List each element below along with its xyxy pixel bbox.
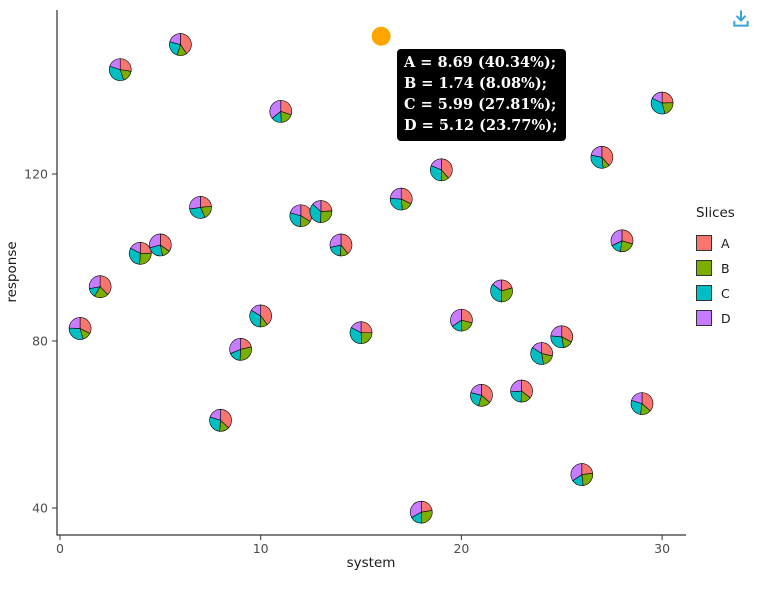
pie-slice-D[interactable] [651,91,663,104]
pie-slice-D[interactable] [470,383,482,396]
pie-slice-D[interactable] [209,409,221,421]
pie-slice-A[interactable] [481,383,493,403]
pie-slice-D[interactable] [550,325,563,338]
pie-slice-D[interactable] [610,229,623,246]
legend-label: C [721,285,730,301]
legend-item-D: D [696,310,735,326]
legend-label: D [721,310,731,326]
pie-slice-A[interactable] [521,379,533,399]
x-tick-label: 30 [654,541,670,556]
pie-slice-B[interactable] [420,510,433,524]
legend-label: A [721,235,730,251]
legend-label: B [721,260,730,276]
pie-slice-D[interactable] [109,58,121,71]
pie-slice-D[interactable] [350,321,362,334]
pie-slice-A[interactable] [200,196,212,208]
pie-slice-D[interactable] [130,242,141,254]
pie-slice-D[interactable] [532,342,542,355]
x-axis-title: system [347,555,396,571]
pie-slice-A[interactable] [260,304,272,326]
download-button[interactable] [728,6,754,32]
pie-slice-D[interactable] [389,187,402,200]
legend-item-C: C [696,285,735,301]
download-icon [733,10,749,27]
pie-slice-C[interactable] [490,283,502,303]
pie-slice-D[interactable] [409,500,422,518]
y-tick-label: 80 [32,334,48,349]
legend-title: Slices [696,205,735,221]
pie-slice-D[interactable] [149,233,161,249]
pie-slice-A[interactable] [661,91,674,104]
tooltip-line: A = 8.69 (40.34%); [404,54,557,71]
pie-slice-C[interactable] [389,197,403,211]
pie-slice-D[interactable] [570,463,583,482]
pie-slice-A[interactable] [441,158,453,179]
pie-slice-D[interactable] [631,392,643,405]
pie-slice-A[interactable] [320,200,333,212]
tooltip-line: D = 5.12 (23.77%); [404,117,558,135]
pie-slice-C[interactable] [510,390,522,403]
legend-item-A: A [696,235,735,251]
legend-item-B: B [696,260,735,276]
tooltip-line: B = 1.74 (8.08%); [404,75,548,93]
pie-slice-C[interactable] [530,347,544,365]
pie-slice-D[interactable] [590,145,603,158]
tooltip-line: C = 5.99 (27.81%); [404,96,557,114]
pie-slice-D[interactable] [269,100,282,119]
x-tick-label: 0 [56,541,64,556]
pie-slice-D[interactable] [289,204,302,217]
legend-swatch [696,235,712,251]
x-tick-label: 10 [253,541,269,556]
pie-slice-A[interactable] [641,392,654,412]
x-tick-label: 20 [453,541,469,556]
legend-swatch [696,260,712,276]
pie-slice-D[interactable] [430,158,442,171]
pie-slice-A[interactable] [79,317,92,334]
pie-slice-D[interactable] [189,196,201,210]
pie-slice-B[interactable] [581,472,594,486]
pie-slice-B[interactable] [360,332,373,344]
pie-slice-A[interactable] [119,58,132,72]
pie-slice-A[interactable] [601,145,614,167]
pie-slice-B[interactable] [320,210,333,223]
pie-slice-D[interactable] [510,379,522,393]
pie-slice-D[interactable] [450,308,462,327]
pie-slice-A[interactable] [220,409,232,429]
pie-slice-B[interactable] [239,346,252,361]
pie-slice-A[interactable] [360,321,373,334]
pie-slice-C[interactable] [650,97,666,115]
pie-slice-C[interactable] [309,203,322,223]
pie-slice-C[interactable] [550,335,565,349]
pie-slice-D[interactable] [250,304,261,317]
pie-slice-A[interactable] [160,233,172,252]
pie-slice-A[interactable] [180,33,192,55]
pie-slice-D[interactable] [312,200,322,213]
pie-slice-A[interactable] [581,463,594,475]
pie-slice-D[interactable] [329,233,342,248]
tooltip: A = 8.69 (40.34%); B = 1.74 (8.08%); C =… [397,49,567,142]
pie-slice-D[interactable] [229,338,241,354]
legend-swatch [696,310,712,326]
pie-slice-D[interactable] [88,275,101,289]
highlighted-point[interactable] [371,26,391,46]
pie-slice-D[interactable] [492,279,502,292]
pie-slice-B[interactable] [139,252,152,265]
pie-slice-D[interactable] [68,317,81,329]
y-tick-label: 40 [32,501,48,516]
y-axis-title: response [4,241,20,302]
legend-swatch [696,285,712,301]
y-tick-label: 120 [24,167,48,182]
pie-slice-A[interactable] [400,187,413,205]
pie-slice-A[interactable] [340,233,353,255]
pie-slice-A[interactable] [99,275,112,296]
pie-slice-D[interactable] [169,33,181,45]
